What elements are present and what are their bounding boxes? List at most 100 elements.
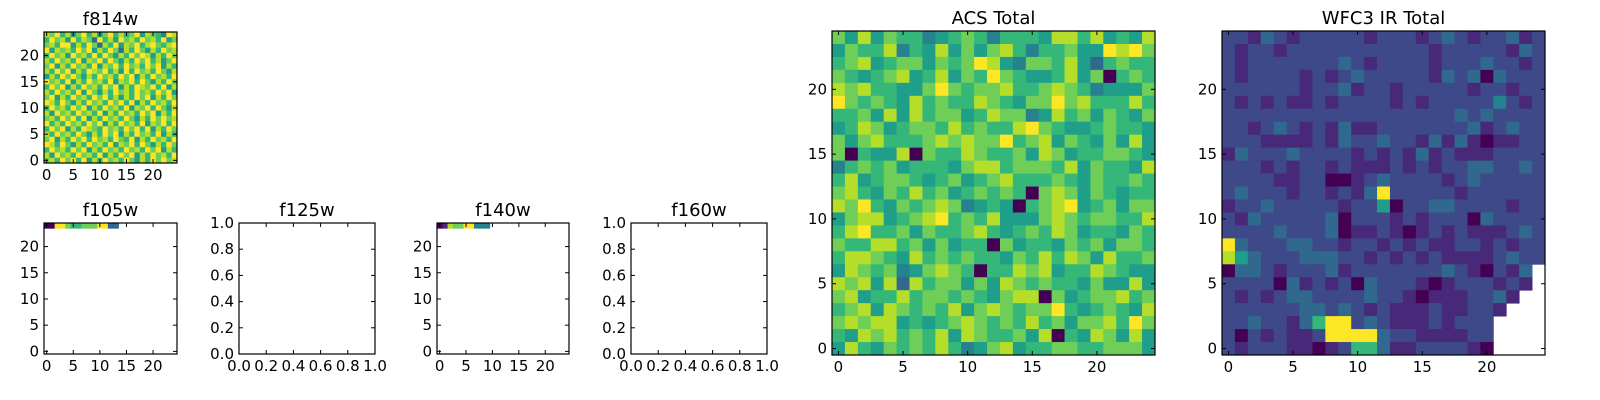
heatmap-cell	[857, 342, 872, 356]
heatmap-cell	[134, 52, 141, 59]
heatmap-cell	[1142, 277, 1156, 291]
heatmap-cell	[1273, 31, 1287, 45]
heatmap-cell	[1247, 303, 1262, 317]
heatmap-cell	[1129, 160, 1143, 174]
heatmap-cell	[81, 105, 87, 111]
axes-frame	[630, 222, 768, 355]
heatmap-cell	[999, 69, 1014, 84]
heatmap-cell	[102, 157, 109, 164]
heatmap-cell	[1273, 342, 1287, 356]
heatmap-cell	[1012, 69, 1027, 84]
heatmap-cell	[1064, 43, 1078, 58]
heatmap-cell	[1286, 43, 1300, 58]
heatmap-cell	[922, 251, 936, 265]
heatmap-cell	[1519, 147, 1533, 161]
heatmap-cell	[1428, 160, 1443, 174]
x-tick-label: 20	[144, 166, 163, 184]
panel-title: f160w	[671, 200, 726, 221]
heatmap-cell	[123, 52, 130, 59]
heatmap-cell	[1441, 147, 1455, 161]
x-tick-label: 0.6	[701, 357, 725, 375]
heatmap-cell	[1467, 225, 1481, 239]
heatmap-cell	[1441, 82, 1455, 97]
heatmap-cell	[150, 37, 157, 43]
heatmap-cell	[139, 84, 146, 91]
heatmap-cell	[1467, 56, 1481, 71]
heatmap-cell	[1116, 134, 1130, 149]
heatmap-cell	[150, 121, 157, 127]
heatmap-cell	[1441, 238, 1455, 252]
heatmap-cell	[961, 290, 975, 304]
heatmap-cell	[49, 42, 56, 49]
heatmap-cell	[150, 126, 157, 132]
heatmap-cell	[935, 173, 949, 187]
heatmap-cell	[987, 134, 1001, 149]
heatmap-cell	[1493, 31, 1507, 45]
heatmap-cell	[1325, 199, 1339, 213]
heatmap-cell	[86, 136, 93, 143]
heatmap-cell	[1351, 329, 1365, 343]
x-tick-label: 15	[509, 357, 528, 375]
heatmap-cell	[1493, 186, 1507, 200]
heatmap-cell	[1077, 342, 1091, 356]
heatmap-cell	[75, 58, 82, 64]
heatmap-cell	[1129, 303, 1143, 317]
heatmap-cell	[1338, 108, 1352, 123]
heatmap-cell	[102, 131, 109, 138]
heatmap-cell	[1364, 212, 1378, 226]
heatmap-cell	[145, 73, 151, 80]
heatmap-cell	[1389, 238, 1404, 252]
heatmap-cell	[1103, 316, 1117, 330]
heatmap-cell	[1325, 264, 1339, 278]
heatmap-cell	[1116, 199, 1130, 213]
heatmap-cell	[1532, 108, 1546, 123]
heatmap-cell	[107, 110, 114, 117]
heatmap-cell	[1402, 160, 1417, 174]
heatmap-cell	[150, 94, 157, 101]
heatmap-cell	[1415, 95, 1430, 110]
heatmap-cell	[935, 147, 949, 161]
y-tick-label: 20	[413, 238, 432, 256]
heatmap-cell	[999, 303, 1014, 317]
heatmap-cell	[161, 68, 167, 75]
heatmap-cell	[935, 82, 949, 97]
heatmap-cell	[909, 121, 923, 136]
heatmap-cell	[1077, 31, 1091, 45]
heatmap-cell	[54, 89, 61, 96]
heatmap-cell	[999, 56, 1014, 71]
x-tick-label: 5	[461, 357, 471, 375]
heatmap-cell	[1012, 212, 1027, 226]
x-tick-label: 0.2	[646, 357, 670, 375]
heatmap-cell	[139, 94, 146, 101]
heatmap-cell	[123, 121, 130, 127]
heatmap-cell	[1467, 82, 1481, 97]
heatmap-cell	[75, 131, 82, 138]
heatmap-cell	[1273, 277, 1287, 291]
heatmap-cell	[139, 52, 146, 59]
heatmap-cell	[1519, 134, 1533, 149]
heatmap-cell	[1377, 173, 1391, 187]
heatmap-cell	[1377, 277, 1391, 291]
heatmap-cell	[91, 42, 98, 49]
heatmap-cell	[1364, 82, 1378, 97]
heatmap-cell	[987, 342, 1001, 356]
heatmap-cell	[81, 157, 87, 164]
heatmap-cell	[1377, 238, 1391, 252]
heatmap-cell	[1286, 56, 1300, 71]
heatmap-cell	[1116, 147, 1130, 161]
heatmap-cell	[1338, 238, 1352, 252]
heatmap-cell	[1402, 303, 1417, 317]
heatmap-cell	[870, 199, 885, 213]
heatmap-cell	[59, 68, 66, 75]
heatmap-cell	[974, 56, 988, 71]
heatmap-cell	[145, 94, 151, 101]
heatmap-cell	[1222, 95, 1236, 110]
heatmap-cell	[870, 31, 885, 45]
heatmap-cell	[1519, 225, 1533, 239]
heatmap-cell	[1129, 186, 1143, 200]
heatmap-cell	[1234, 264, 1249, 278]
heatmap-cell	[1090, 316, 1104, 330]
heatmap-cell	[1051, 251, 1065, 265]
heatmap-cell	[1428, 329, 1443, 343]
heatmap-cell	[1506, 290, 1520, 304]
